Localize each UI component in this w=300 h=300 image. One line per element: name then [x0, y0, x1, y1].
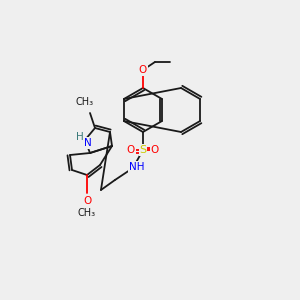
Text: O: O — [83, 196, 91, 206]
Text: H: H — [76, 132, 84, 142]
Text: N: N — [84, 138, 92, 148]
Text: NH: NH — [129, 162, 145, 172]
Text: O: O — [139, 65, 147, 75]
Text: CH₃: CH₃ — [76, 97, 94, 107]
Text: O: O — [151, 145, 159, 155]
Text: CH₃: CH₃ — [78, 208, 96, 218]
Text: S: S — [140, 145, 146, 155]
Text: O: O — [127, 145, 135, 155]
